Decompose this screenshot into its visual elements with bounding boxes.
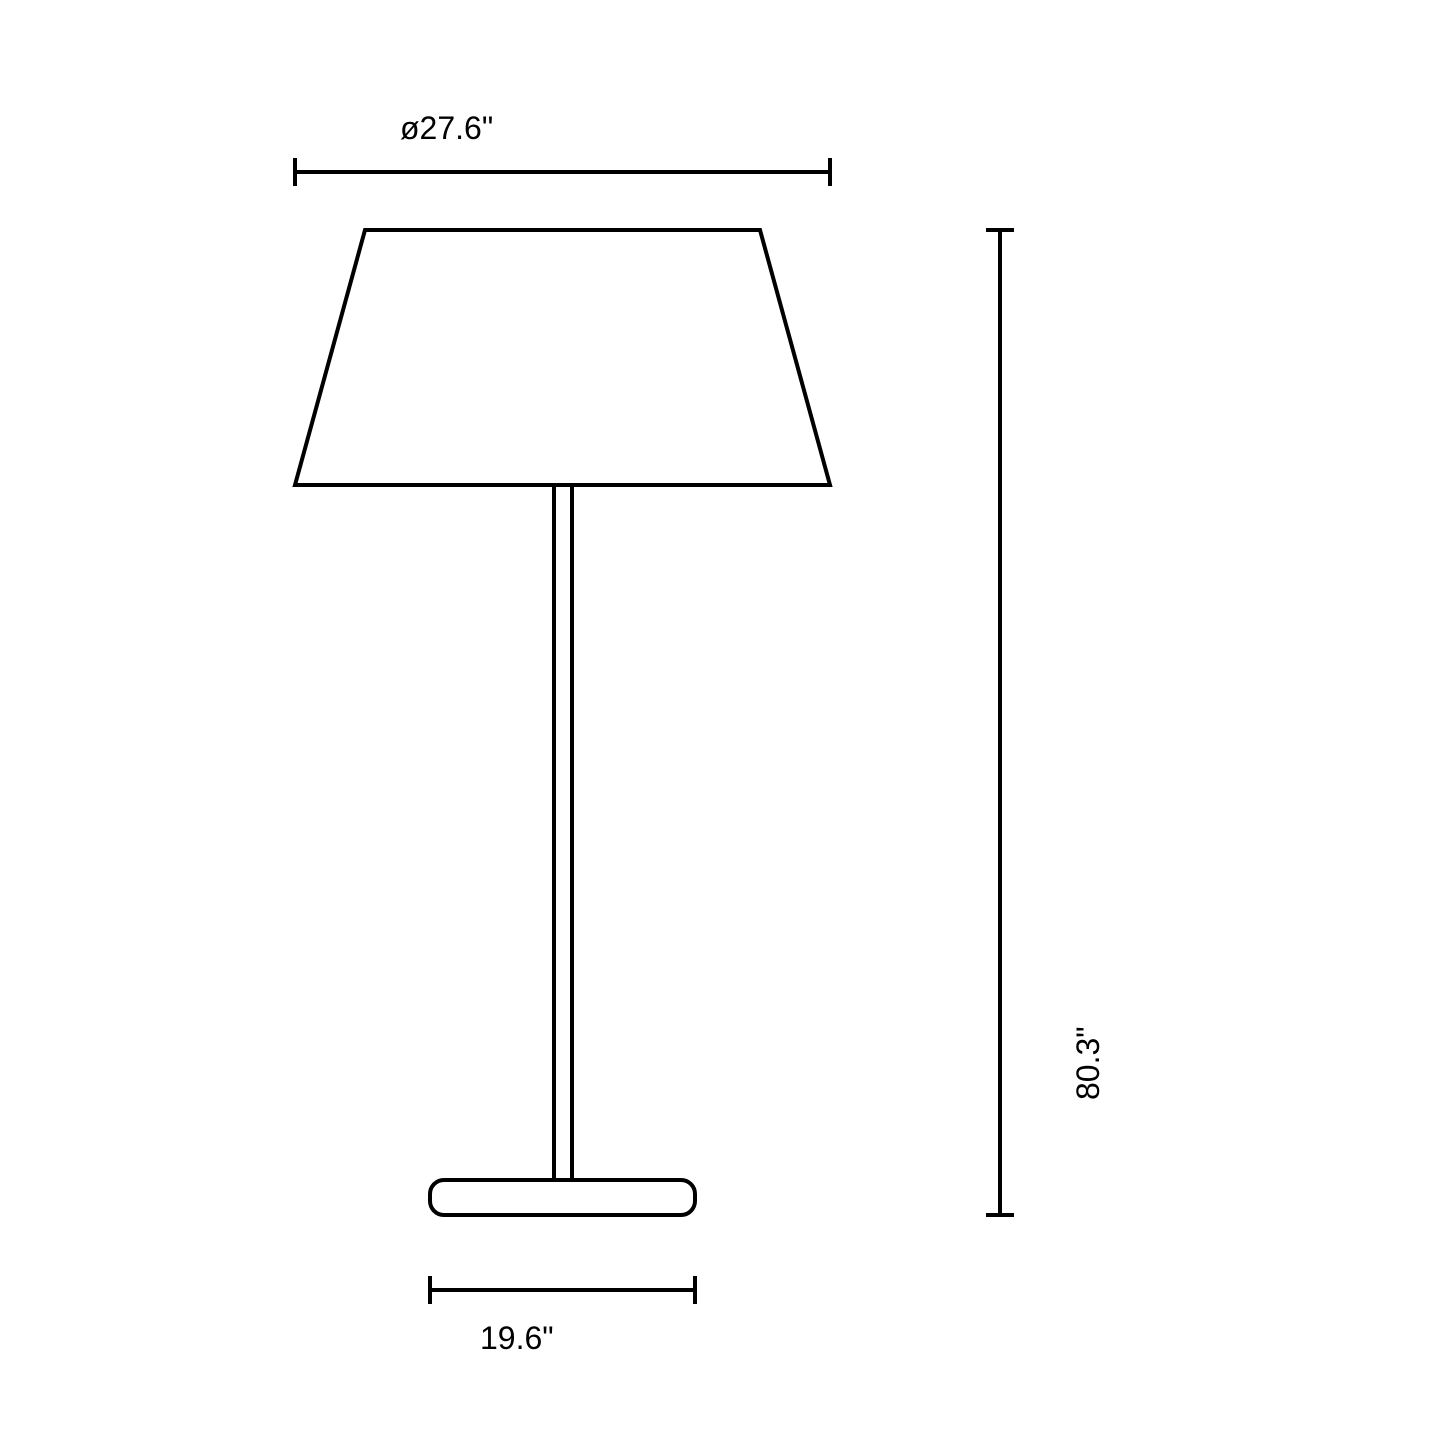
lamp-dimension-diagram: ø27.6" 19.6" 80.3"	[0, 0, 1445, 1445]
lamp-shade	[295, 230, 830, 485]
dim-shade-diameter-label: ø27.6"	[400, 110, 493, 147]
lamp-svg	[0, 0, 1445, 1445]
dim-total-height-label: 80.3"	[1070, 1026, 1107, 1100]
lamp-base	[430, 1180, 695, 1215]
dim-base-width-label: 19.6"	[480, 1320, 554, 1357]
